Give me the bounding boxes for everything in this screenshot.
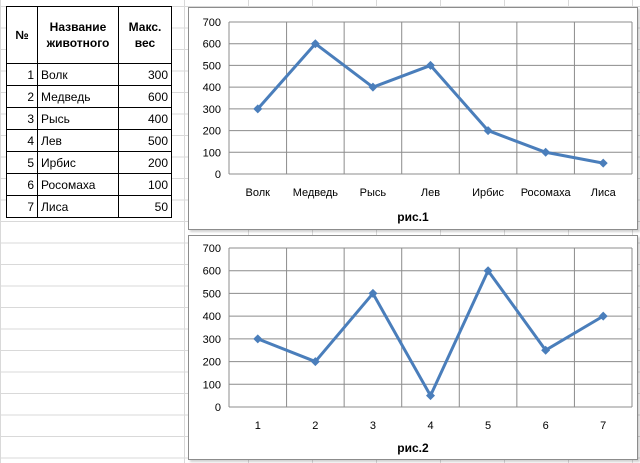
data-point-marker[interactable] [310,39,320,49]
x-tick-label: 6 [543,420,549,432]
cell-num[interactable]: 5 [6,151,38,174]
cell-num[interactable]: 6 [6,173,38,196]
y-tick-label: 0 [215,169,221,181]
y-tick-label: 400 [203,82,221,94]
data-point-marker[interactable] [426,391,435,401]
y-tick-label: 400 [203,311,221,323]
cell-name[interactable]: Рысь [37,107,119,130]
y-tick-label: 600 [203,39,221,51]
chart-1[interactable]: 0 100 200 300 400 500 600 700 Волк Медведь Рысь Лев… [188,7,638,230]
chart-2[interactable]: 0 100 200 300 400 500 600 700 1 2 3 4 5 6 7 рис.2 [188,235,638,460]
table-row: 5 Ирбис 200 [6,151,172,174]
y-tick-label: 300 [203,334,221,346]
table-row: 2 Медведь 600 [6,85,172,108]
data-point-marker[interactable] [253,104,263,114]
chart-1-caption: рис.1 [397,210,429,224]
table-row: 3 Рысь 400 [6,107,172,130]
x-tick-label: Росомаха [521,187,572,199]
cell-weight[interactable]: 600 [118,85,172,108]
chart-1-plot: 0 100 200 300 400 500 600 700 Волк Медведь Рысь Лев… [203,17,633,199]
table-row: 1 Волк 300 [6,63,172,86]
x-tick-label: Рысь [360,187,387,199]
y-tick-label: 200 [203,126,221,138]
cell-weight[interactable]: 300 [118,63,172,86]
data-point-marker[interactable] [598,311,608,321]
cell-weight[interactable]: 100 [118,173,172,196]
y-tick-label: 500 [203,60,221,72]
data-point-marker[interactable] [368,288,378,298]
cell-name[interactable]: Волк [37,63,119,86]
table-row: 6 Росомаха 100 [6,173,172,196]
data-point-marker[interactable] [368,82,378,92]
y-tick-label: 300 [203,104,221,116]
data-point-marker[interactable] [310,357,320,367]
cell-num[interactable]: 7 [6,195,38,218]
y-tick-label: 200 [203,357,221,369]
x-tick-label: 4 [427,420,433,432]
data-point-marker[interactable] [541,147,551,157]
header-weight[interactable]: Макс. вес [118,6,172,64]
x-tick-label: Ирбис [472,187,504,199]
cell-weight[interactable]: 200 [118,151,172,174]
cell-name[interactable]: Росомаха [37,173,119,196]
y-tick-label: 600 [203,266,221,278]
x-tick-label: 7 [600,420,606,432]
header-num[interactable]: № [6,6,38,64]
x-tick-label: 3 [370,420,376,432]
chart-2-caption: рис.2 [397,441,429,455]
cell-num[interactable]: 3 [6,107,38,130]
header-name[interactable]: Название животного [37,6,119,64]
cell-num[interactable]: 2 [6,85,38,108]
table-row: 7 Лиса 50 [6,195,172,218]
data-point-marker[interactable] [483,126,493,136]
x-tick-label: Волк [246,187,271,199]
table-header-row: № Название животного Макс. вес [6,6,172,64]
table-row: 4 Лев 500 [6,129,172,152]
data-point-marker[interactable] [483,266,493,276]
cell-name[interactable]: Медведь [37,85,119,108]
x-tick-label: Медведь [293,187,339,199]
cell-name[interactable]: Лиса [37,195,119,218]
series-line [257,269,604,398]
x-tick-label: Лев [421,187,440,199]
x-tick-label: 5 [485,420,491,432]
y-tick-label: 500 [203,288,221,300]
y-tick-label: 700 [203,17,221,29]
y-tick-label: 0 [215,402,221,414]
data-point-marker[interactable] [253,334,263,344]
cell-weight[interactable]: 500 [118,129,172,152]
cell-name[interactable]: Лев [37,129,119,152]
cell-name[interactable]: Ирбис [37,151,119,174]
y-tick-label: 100 [203,147,221,159]
data-point-marker[interactable] [426,60,435,70]
x-tick-label: 2 [312,420,318,432]
y-tick-label: 100 [203,379,221,391]
cell-weight[interactable]: 50 [118,195,172,218]
cell-weight[interactable]: 400 [118,107,172,130]
cell-num[interactable]: 1 [6,63,38,86]
x-tick-label: Лиса [591,187,617,199]
y-tick-label: 700 [203,243,221,255]
cell-num[interactable]: 4 [6,129,38,152]
animal-table: № Название животного Макс. вес 1 Волк 30… [6,6,172,218]
data-point-marker[interactable] [598,158,608,168]
x-tick-label: 1 [255,420,261,432]
chart-2-plot: 0 100 200 300 400 500 600 700 1 2 3 4 5 6 7 [203,243,633,432]
data-point-marker[interactable] [541,345,551,355]
